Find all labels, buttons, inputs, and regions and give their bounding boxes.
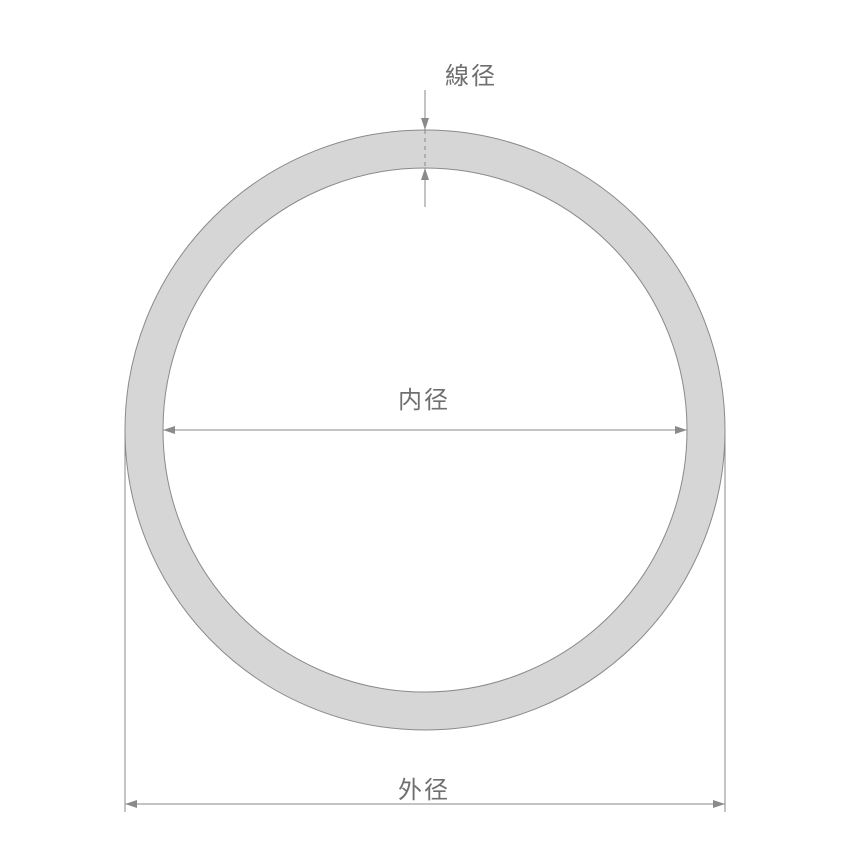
inner-diameter-label: 内径 — [398, 380, 450, 415]
outer-diameter-label: 外径 — [398, 770, 450, 805]
wire-diameter-label: 線径 — [445, 56, 497, 91]
diagram-svg — [0, 0, 850, 850]
diagram-canvas: 線径 内径 外径 — [0, 0, 850, 850]
